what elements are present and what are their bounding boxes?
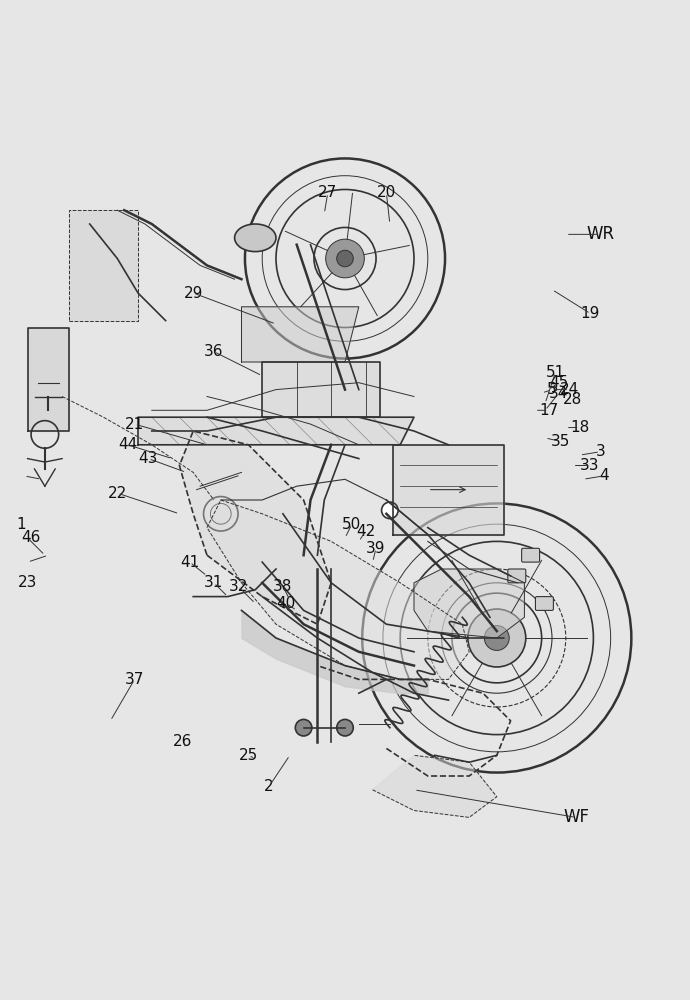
Text: 36: 36 — [204, 344, 224, 359]
Text: 17: 17 — [539, 403, 558, 418]
Text: 21: 21 — [125, 417, 144, 432]
Circle shape — [337, 250, 353, 267]
Text: 45: 45 — [549, 375, 569, 390]
Text: 18: 18 — [570, 420, 589, 435]
Polygon shape — [179, 431, 331, 624]
Text: 5: 5 — [547, 382, 557, 397]
Text: 44: 44 — [118, 437, 137, 452]
Circle shape — [337, 719, 353, 736]
Text: 39: 39 — [366, 541, 386, 556]
Text: 29: 29 — [184, 286, 203, 300]
Text: 40: 40 — [277, 596, 296, 611]
Text: 31: 31 — [204, 575, 224, 590]
Text: 51: 51 — [546, 365, 565, 380]
Polygon shape — [138, 417, 414, 445]
Polygon shape — [414, 569, 524, 638]
Text: 1: 1 — [16, 517, 26, 532]
Polygon shape — [262, 362, 380, 417]
Polygon shape — [373, 755, 497, 817]
FancyBboxPatch shape — [522, 548, 540, 562]
Circle shape — [484, 626, 509, 650]
Text: 19: 19 — [580, 306, 600, 321]
Text: 2: 2 — [264, 779, 274, 794]
Text: WR: WR — [586, 225, 614, 243]
Text: 35: 35 — [551, 434, 570, 449]
FancyBboxPatch shape — [535, 597, 553, 610]
FancyBboxPatch shape — [508, 569, 526, 583]
Text: 34: 34 — [549, 386, 569, 401]
Polygon shape — [241, 307, 359, 362]
Polygon shape — [207, 500, 469, 679]
Text: 4: 4 — [599, 468, 609, 483]
Text: 42: 42 — [356, 524, 375, 539]
Text: 27: 27 — [318, 185, 337, 200]
Text: 28: 28 — [563, 392, 582, 407]
Text: 46: 46 — [21, 530, 41, 545]
Text: 3: 3 — [595, 444, 605, 459]
Text: 37: 37 — [125, 672, 144, 687]
Text: WF: WF — [563, 808, 589, 826]
Text: 41: 41 — [180, 555, 199, 570]
Text: 26: 26 — [173, 734, 193, 749]
Text: 32: 32 — [228, 579, 248, 594]
Text: 25: 25 — [239, 748, 258, 763]
Text: 22: 22 — [108, 486, 127, 501]
Circle shape — [326, 239, 364, 278]
Text: 33: 33 — [580, 458, 600, 473]
Ellipse shape — [235, 224, 276, 252]
Polygon shape — [393, 445, 504, 534]
Circle shape — [295, 719, 312, 736]
Circle shape — [382, 502, 398, 519]
Text: 24: 24 — [560, 382, 579, 397]
Text: 43: 43 — [139, 451, 158, 466]
Text: 23: 23 — [18, 575, 37, 590]
Text: 50: 50 — [342, 517, 362, 532]
Text: 38: 38 — [273, 579, 293, 594]
Polygon shape — [28, 328, 69, 431]
Polygon shape — [69, 210, 138, 321]
Text: 20: 20 — [377, 185, 396, 200]
Circle shape — [468, 609, 526, 667]
